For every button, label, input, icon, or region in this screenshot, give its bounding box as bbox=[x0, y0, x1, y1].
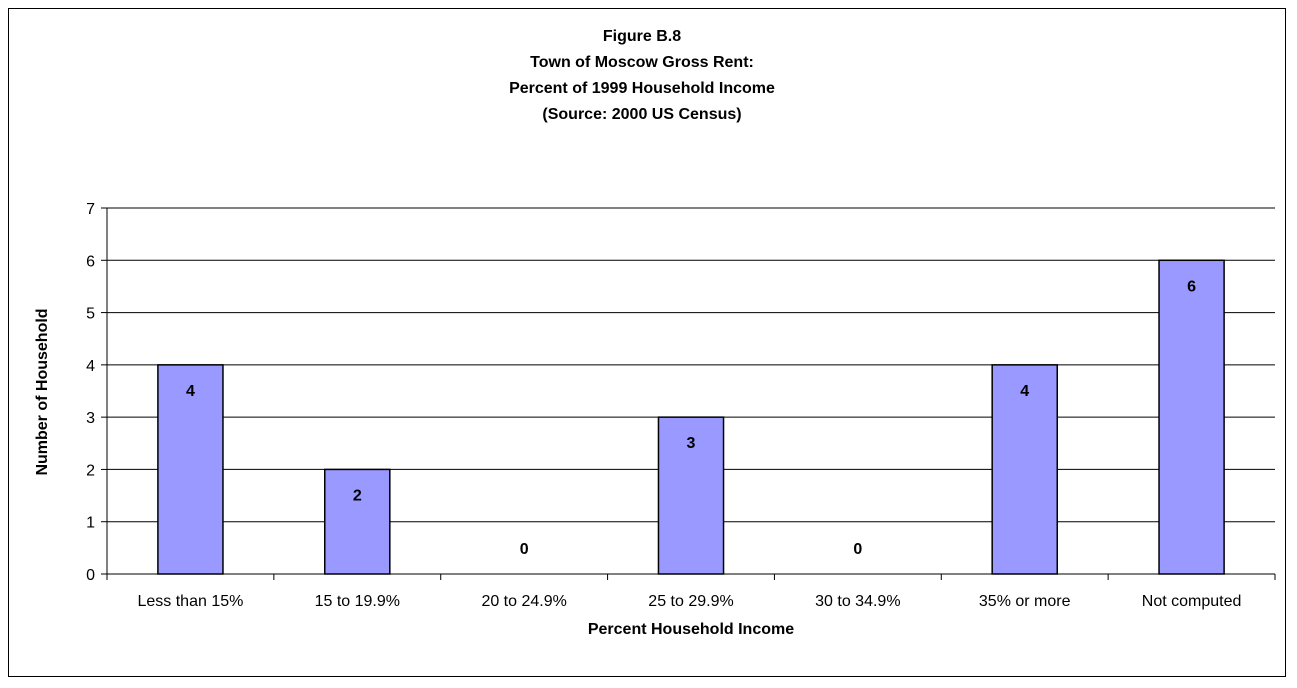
axes: 0 1 2 3 4 5 6 7 Less than 15% 15 to 19.9% 20 to 24… bbox=[86, 201, 1276, 610]
data-label: 2 bbox=[353, 487, 362, 504]
x-tick-label: Less than 15% bbox=[137, 593, 243, 610]
chart-title: Figure B.8 Town of Moscow Gross Rent: Pe… bbox=[509, 28, 775, 123]
data-label: 4 bbox=[186, 383, 195, 400]
y-tick-label: 2 bbox=[86, 462, 95, 479]
y-tick-label: 3 bbox=[86, 410, 95, 427]
data-label: 0 bbox=[853, 541, 862, 558]
bar bbox=[657, 416, 725, 575]
data-label: 3 bbox=[687, 435, 696, 452]
data-label: 4 bbox=[1020, 383, 1029, 400]
chart-area: Figure B.8 Town of Moscow Gross Rent: Pe… bbox=[8, 8, 1286, 677]
x-axis-title: Percent Household Income bbox=[588, 621, 794, 638]
bar bbox=[991, 364, 1059, 575]
x-tick-label: 35% or more bbox=[979, 593, 1071, 610]
y-tick-label: 7 bbox=[86, 201, 95, 218]
x-tick-label: 25 to 29.9% bbox=[648, 593, 733, 610]
y-axis-title: Number of Household bbox=[34, 308, 51, 475]
y-tick-label: 0 bbox=[86, 567, 95, 584]
data-labels: 4 2 0 3 0 4 6 bbox=[186, 278, 1196, 558]
y-tick-label: 6 bbox=[86, 253, 95, 270]
x-tick-label: 15 to 19.9% bbox=[315, 593, 400, 610]
y-tick-label: 5 bbox=[86, 306, 95, 323]
x-tick-label: 30 to 34.9% bbox=[815, 593, 900, 610]
bar bbox=[323, 468, 391, 575]
chart-title-line: Figure B.8 bbox=[603, 28, 681, 45]
chart-title-line: Town of Moscow Gross Rent: bbox=[530, 54, 754, 71]
x-tick-label: Not computed bbox=[1142, 593, 1242, 610]
data-label: 6 bbox=[1187, 278, 1196, 295]
y-tick-label: 4 bbox=[86, 358, 95, 375]
chart-title-line: Percent of 1999 Household Income bbox=[509, 80, 775, 97]
bar-chart: Figure B.8 Town of Moscow Gross Rent: Pe… bbox=[34, 28, 1276, 638]
x-tick-label: 20 to 24.9% bbox=[481, 593, 566, 610]
chart-title-line: (Source: 2000 US Census) bbox=[542, 106, 741, 123]
bars bbox=[157, 259, 1225, 575]
bar bbox=[1158, 259, 1225, 575]
y-tick-label: 1 bbox=[86, 515, 95, 532]
data-label: 0 bbox=[520, 541, 529, 558]
